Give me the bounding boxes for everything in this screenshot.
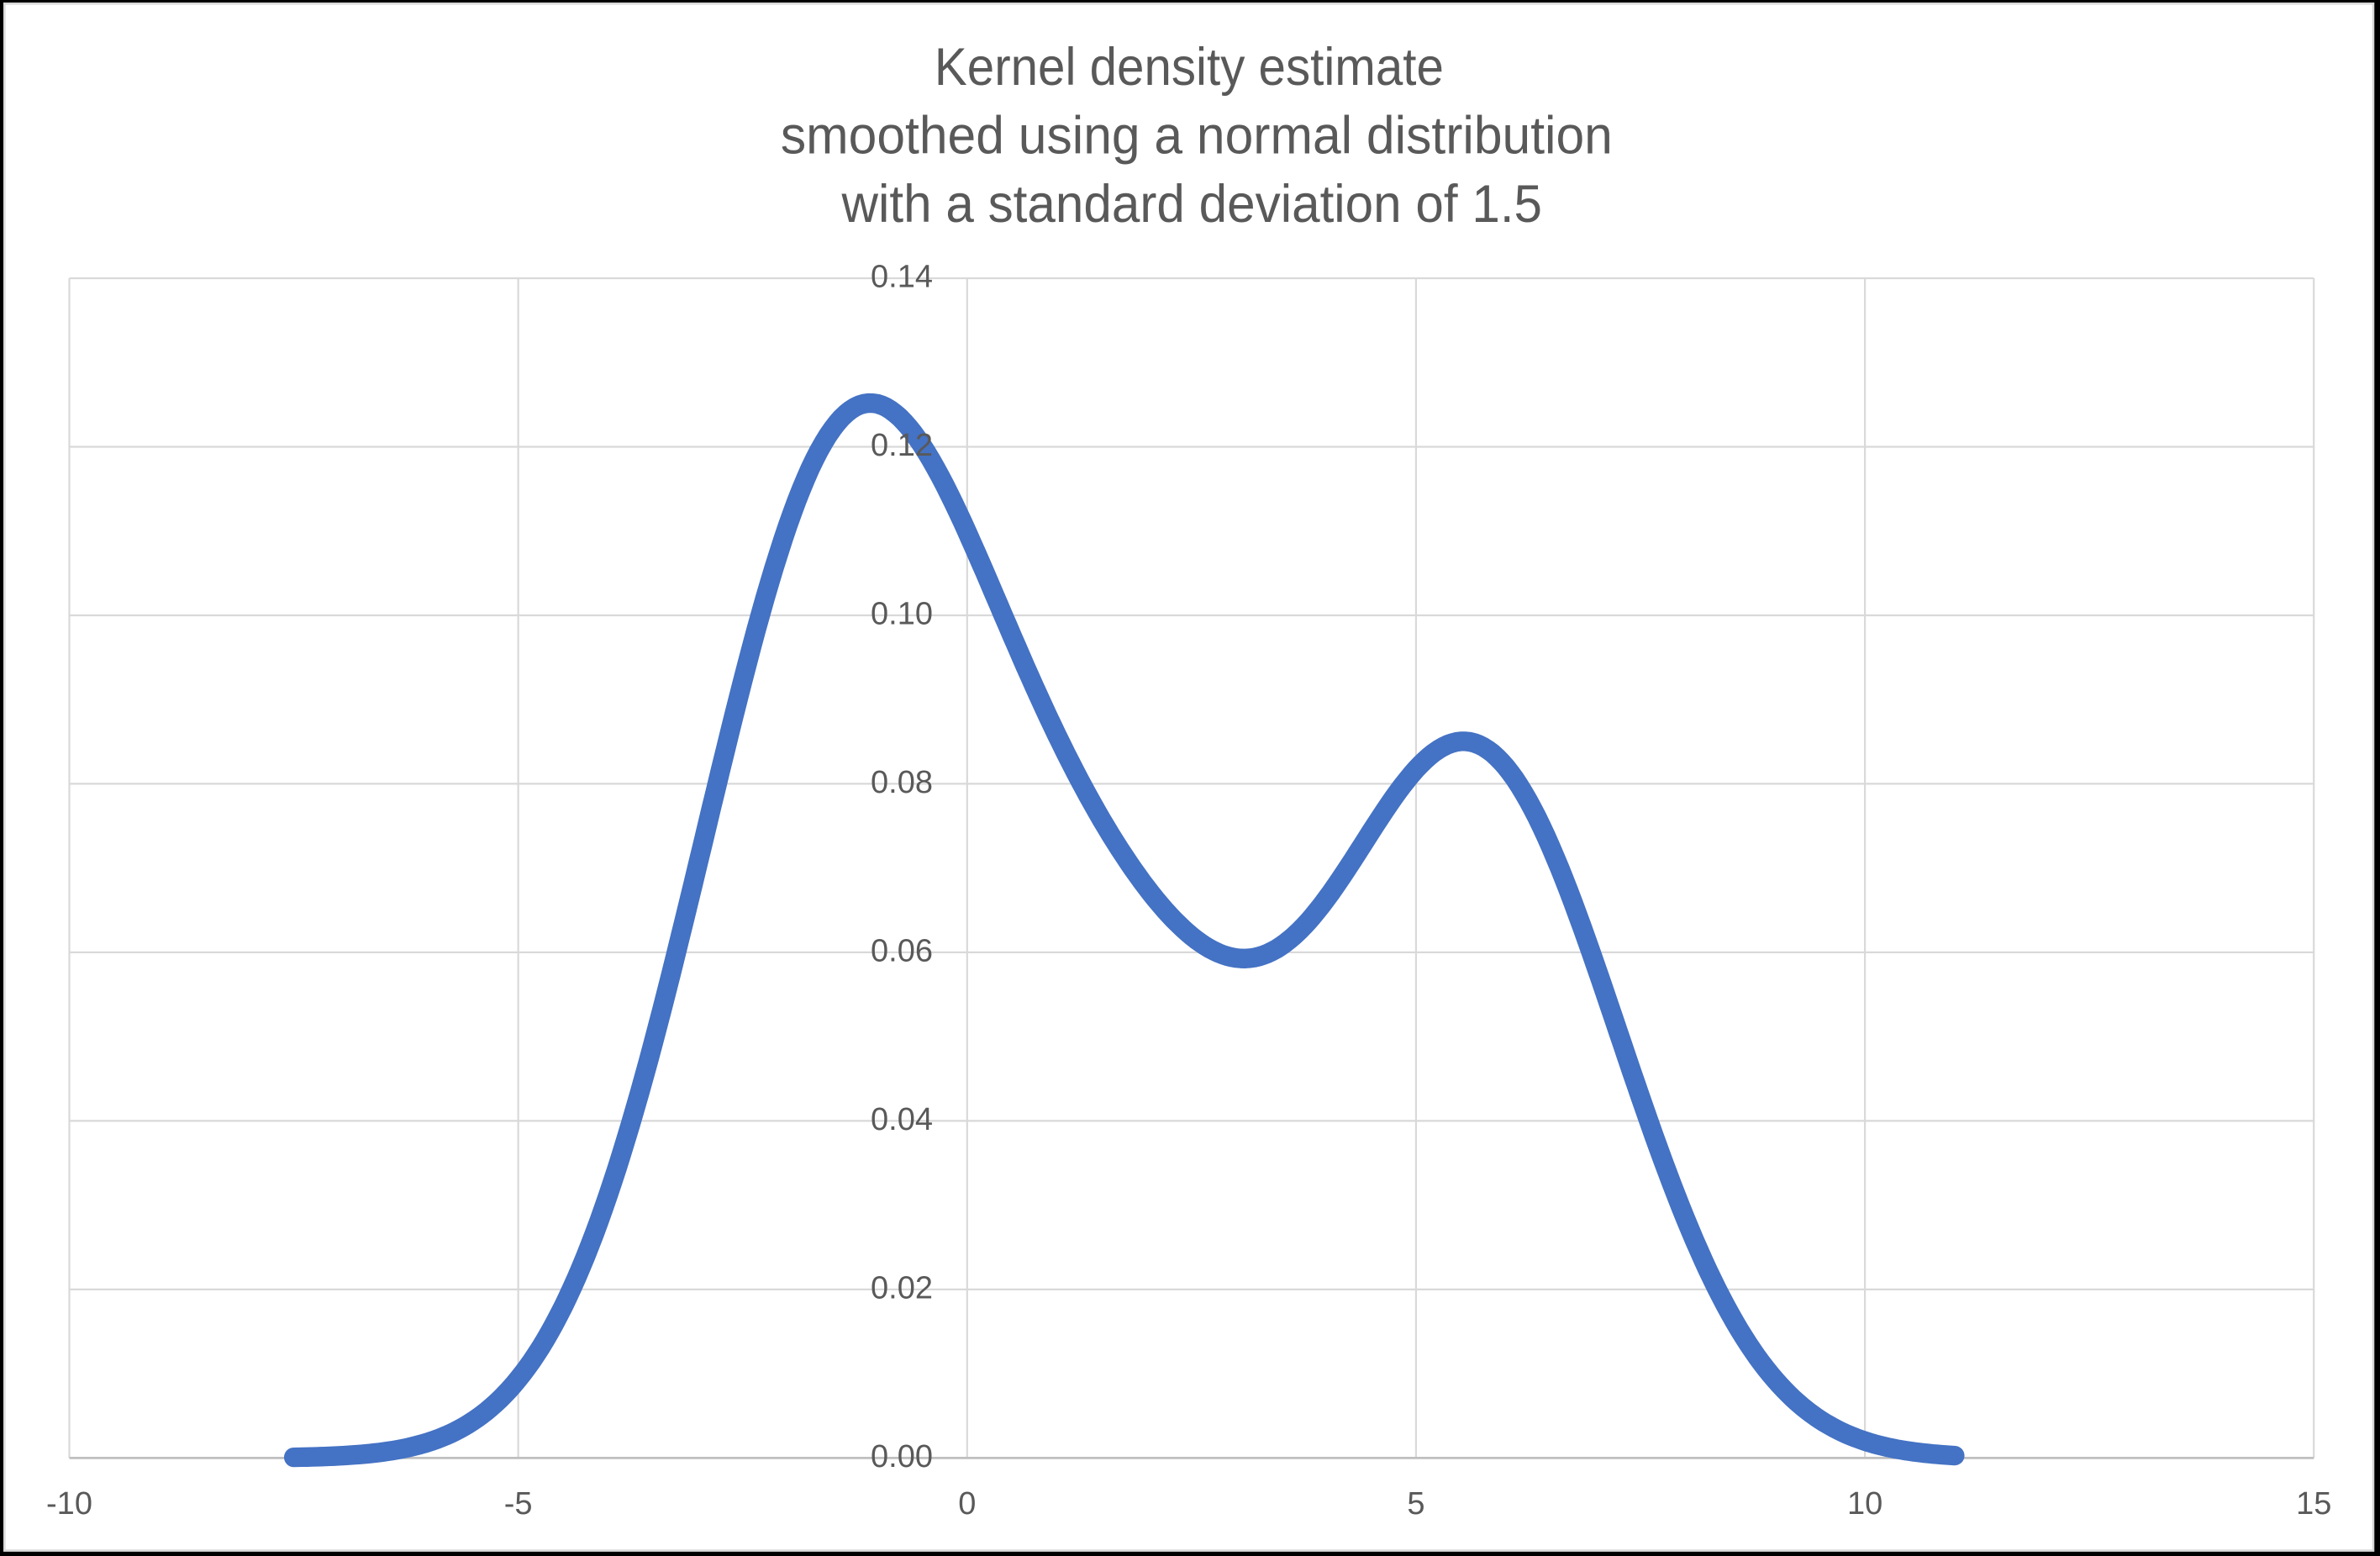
svg-text:0: 0 [958,1486,976,1522]
svg-text:0.14: 0.14 [871,260,933,295]
svg-text:5: 5 [1407,1486,1424,1522]
svg-text:-5: -5 [504,1486,533,1522]
svg-text:0.06: 0.06 [871,933,933,968]
svg-text:0.02: 0.02 [871,1270,933,1305]
svg-text:Kernel density estimate: Kernel density estimate [935,38,1444,97]
svg-text:0.10: 0.10 [871,597,933,632]
svg-text:0.04: 0.04 [871,1102,933,1137]
svg-text:-10: -10 [46,1486,92,1522]
svg-text:smoothed using a normal distri: smoothed using a normal distribution [781,107,1613,166]
svg-text:0.12: 0.12 [871,428,933,463]
svg-text:10: 10 [1847,1486,1882,1522]
svg-text:15: 15 [2296,1486,2331,1522]
svg-text:0.00: 0.00 [871,1439,933,1474]
svg-text:with a standard deviation of 1: with a standard deviation of 1.5 [841,175,1542,234]
svg-text:0.08: 0.08 [871,765,933,800]
